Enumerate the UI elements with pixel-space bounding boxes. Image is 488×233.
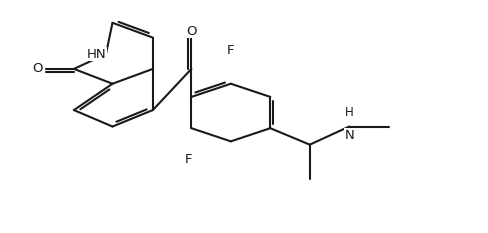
Text: HN: HN [86, 48, 106, 61]
Text: F: F [185, 153, 192, 166]
Text: O: O [186, 25, 197, 38]
Text: N: N [345, 129, 354, 141]
Text: O: O [32, 62, 42, 75]
Text: F: F [227, 44, 235, 57]
Text: H: H [345, 106, 354, 119]
